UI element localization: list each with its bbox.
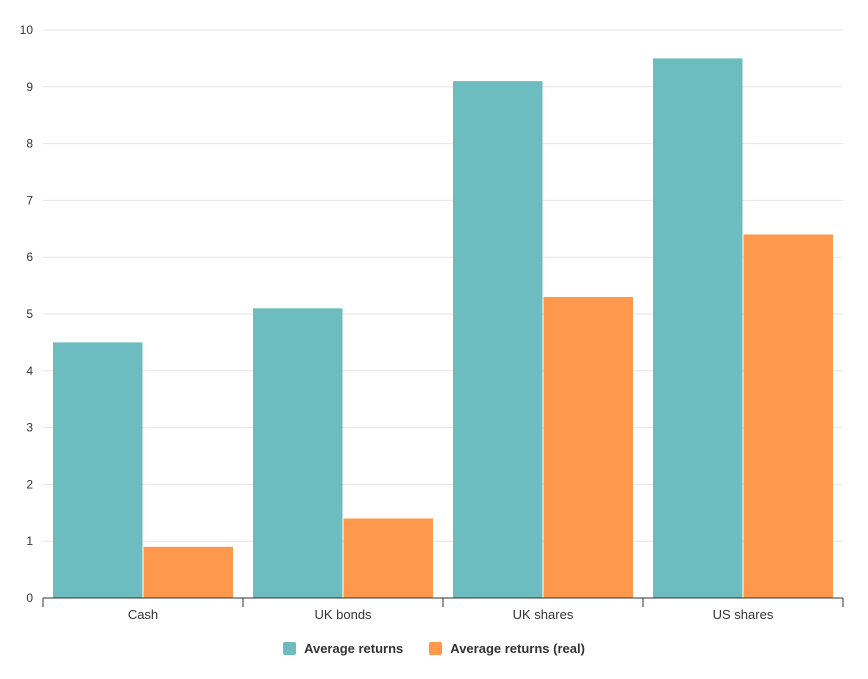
y-tick-label: 5 xyxy=(26,307,33,321)
bar-average-returns-uk-shares[interactable] xyxy=(453,81,543,599)
legend-label-average-returns-real: Average returns (real) xyxy=(450,641,585,656)
bar-average-returns-real-cash[interactable] xyxy=(143,546,234,598)
legend-label-average-returns: Average returns xyxy=(304,641,404,656)
y-tick-label: 8 xyxy=(26,137,33,151)
x-category-label: Cash xyxy=(128,607,158,622)
legend: Average returns Average returns (real) xyxy=(0,641,868,656)
bar-average-returns-real-uk-bonds[interactable] xyxy=(343,518,434,598)
bar-chart: 0 1 2 3 4 5 6 7 8 9 10 Cash UK bonds UK shares US sha… xyxy=(20,23,844,622)
bar-average-returns-cash[interactable] xyxy=(53,342,143,598)
y-tick-label: 9 xyxy=(26,80,33,94)
bar-average-returns-real-us-shares[interactable] xyxy=(743,234,834,599)
y-tick-label: 3 xyxy=(26,421,33,435)
bar-average-returns-us-shares[interactable] xyxy=(653,58,743,598)
y-tick-label: 10 xyxy=(20,23,34,37)
legend-swatch-average-returns-real xyxy=(429,642,443,655)
x-axis xyxy=(42,597,844,607)
legend-item-average-returns-real[interactable]: Average returns (real) xyxy=(429,641,585,656)
gridlines xyxy=(43,29,843,542)
x-category-label: US shares xyxy=(713,607,774,622)
x-category-label: UK shares xyxy=(513,607,574,622)
y-tick-label: 1 xyxy=(26,534,33,548)
y-tick-label: 0 xyxy=(26,591,33,605)
y-tick-label: 6 xyxy=(26,250,33,264)
legend-item-average-returns[interactable]: Average returns xyxy=(283,641,403,656)
y-axis-tick-labels: 0 1 2 3 4 5 6 7 8 9 10 xyxy=(20,23,34,605)
bars xyxy=(53,58,834,599)
y-tick-label: 7 xyxy=(26,193,33,207)
y-tick-label: 4 xyxy=(26,364,33,378)
x-category-label: UK bonds xyxy=(314,607,372,622)
bar-average-returns-uk-bonds[interactable] xyxy=(253,308,343,598)
legend-swatch-average-returns xyxy=(283,642,297,655)
bar-average-returns-real-uk-shares[interactable] xyxy=(543,296,634,598)
y-tick-label: 2 xyxy=(26,477,33,491)
x-axis-category-labels: Cash UK bonds UK shares US shares xyxy=(128,607,774,622)
